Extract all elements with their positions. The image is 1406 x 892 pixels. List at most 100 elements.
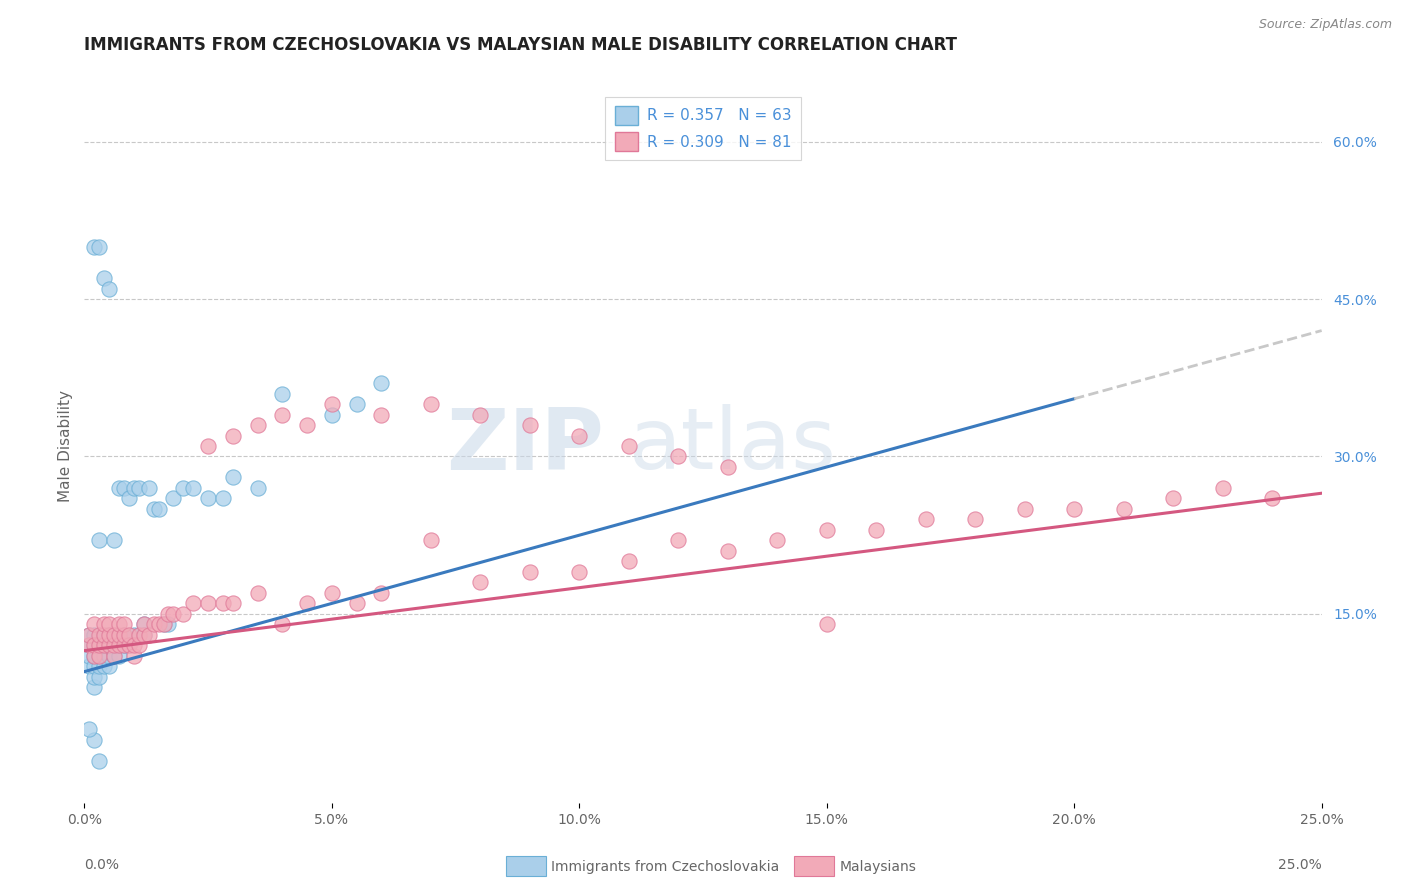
Point [865,523,887,537]
Point [246,481,269,495]
Text: 25.0%: 25.0% [1278,858,1322,872]
Point [181,481,204,495]
Point [108,481,131,495]
Point [89,239,111,253]
Point [717,544,740,558]
Point [271,617,294,632]
Point [128,481,150,495]
Point [370,586,392,600]
Point [89,639,111,653]
Point [1112,502,1135,516]
Point [148,502,170,516]
Point [717,460,740,475]
Point [79,639,101,653]
Point [89,670,111,684]
Point [103,648,125,663]
Point [108,617,131,632]
Point [98,282,121,296]
Point [142,502,165,516]
Point [93,648,115,663]
Point [1212,481,1234,495]
Text: IMMIGRANTS FROM CZECHOSLOVAKIA VS MALAYSIAN MALE DISABILITY CORRELATION CHART: IMMIGRANTS FROM CZECHOSLOVAKIA VS MALAYS… [84,36,957,54]
Point [148,617,170,632]
Point [83,648,105,663]
Point [89,628,111,642]
Point [128,628,150,642]
Point [89,639,111,653]
Point [181,596,204,610]
Point [914,512,936,526]
Point [93,628,115,642]
Point [79,628,101,642]
Point [112,639,135,653]
Point [815,617,838,632]
Point [118,628,141,642]
Point [1063,502,1085,516]
Point [112,628,135,642]
Point [122,639,145,653]
Point [172,481,194,495]
Point [470,575,492,590]
Point [370,376,392,390]
Point [89,533,111,548]
Point [128,639,150,653]
Point [103,639,125,653]
Point [118,639,141,653]
Point [152,617,174,632]
Text: Immigrants from Czechoslovakia: Immigrants from Czechoslovakia [551,860,779,874]
Point [1014,502,1036,516]
Y-axis label: Male Disability: Male Disability [58,390,73,502]
Point [89,754,111,768]
Point [419,533,441,548]
Point [108,628,131,642]
Point [157,617,180,632]
Point [83,617,105,632]
Point [1161,491,1184,506]
Point [271,386,294,401]
Text: ZIP: ZIP [446,404,605,488]
Point [93,628,115,642]
Point [346,596,368,610]
Point [112,639,135,653]
Point [128,628,150,642]
Point [98,659,121,673]
Point [83,239,105,253]
Point [157,607,180,621]
Point [815,523,838,537]
Point [79,639,101,653]
Point [83,648,105,663]
Point [112,617,135,632]
Point [122,628,145,642]
Point [93,639,115,653]
Point [162,607,184,621]
Point [222,596,245,610]
Point [103,533,125,548]
Point [212,596,235,610]
Point [666,533,689,548]
Point [568,428,591,442]
Point [112,628,135,642]
Point [98,639,121,653]
Point [617,554,640,568]
Point [122,481,145,495]
Point [370,408,392,422]
Point [295,596,318,610]
Point [79,659,101,673]
Point [98,617,121,632]
Point [103,628,125,642]
Point [98,628,121,642]
Point [93,617,115,632]
Point [197,439,219,453]
Point [112,481,135,495]
Point [419,397,441,411]
Point [132,628,155,642]
Point [83,639,105,653]
Point [568,565,591,579]
Point [118,639,141,653]
Text: Malaysians: Malaysians [839,860,917,874]
Point [83,732,105,747]
Point [108,639,131,653]
Point [222,428,245,442]
Point [152,617,174,632]
Point [103,639,125,653]
